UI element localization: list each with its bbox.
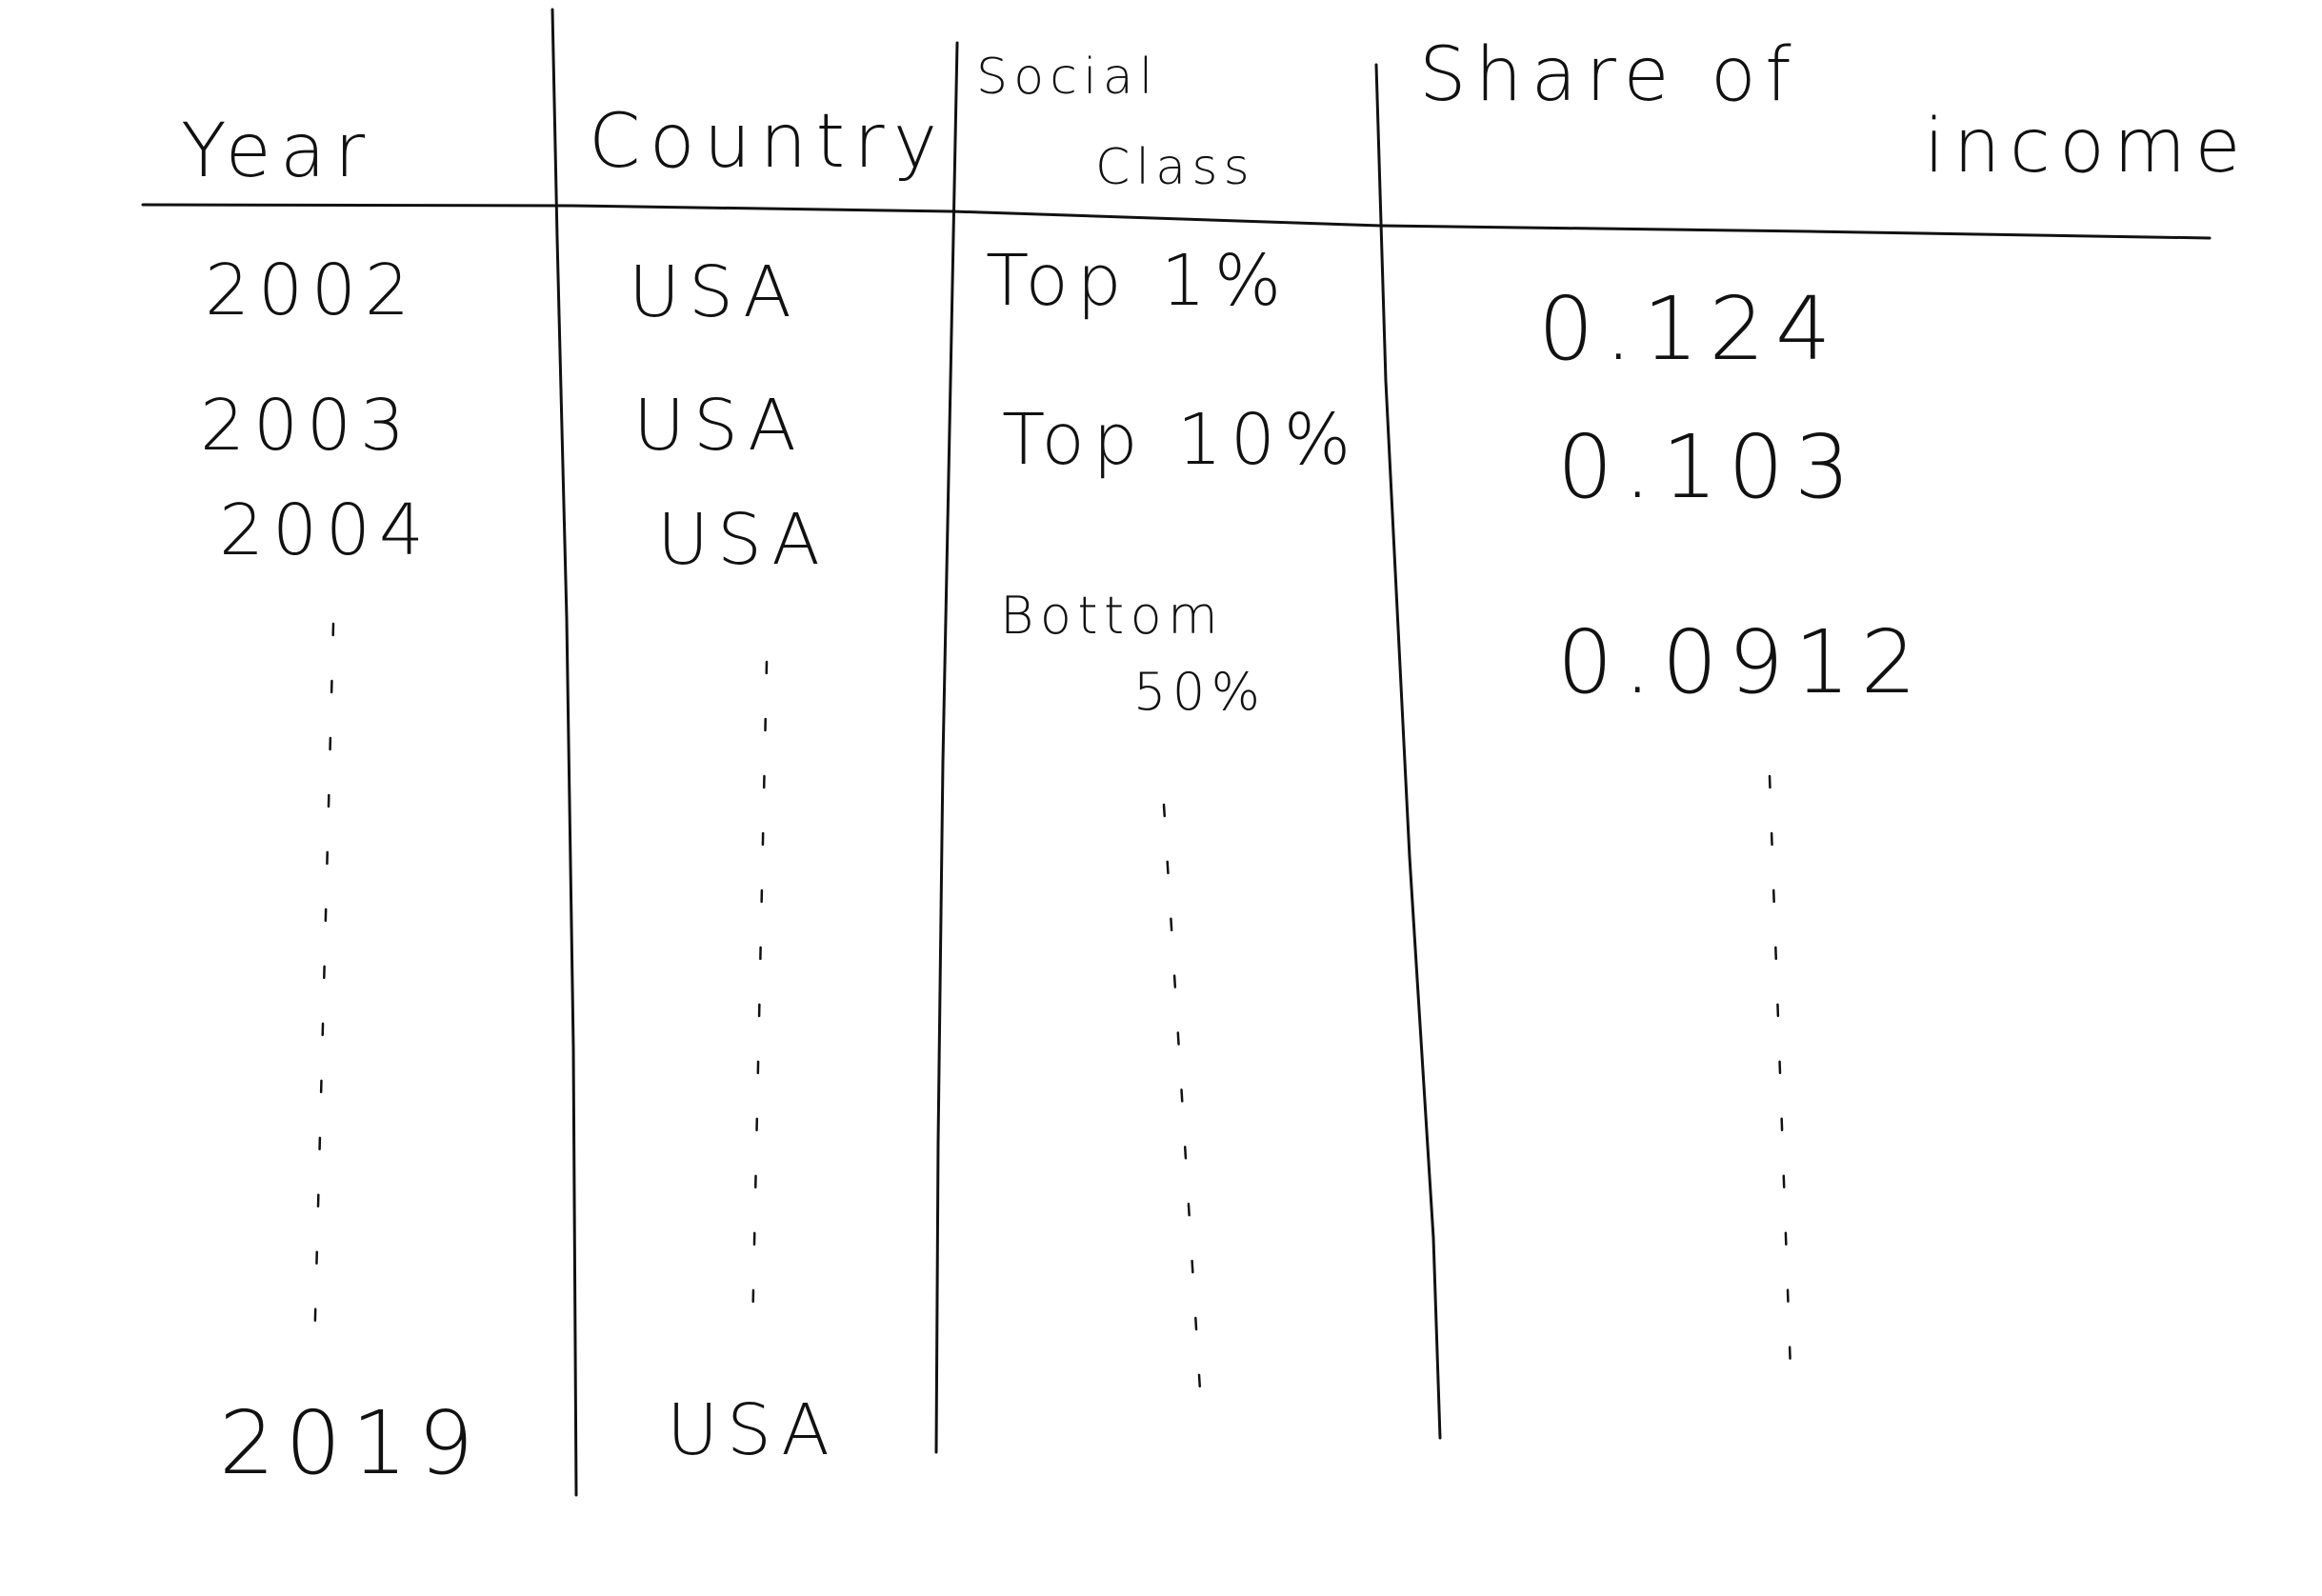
- header-share-line1: Share of: [1419, 32, 1800, 118]
- row-3-social-class-line1: Bottom: [1000, 586, 1225, 646]
- row-2-share: 0.103: [1557, 416, 1861, 518]
- row-1-year: 2002: [205, 249, 418, 331]
- row-1-social-class: Top 1%: [986, 240, 1291, 322]
- row-2-year: 2003: [200, 385, 413, 467]
- row-2-social-class: Top 10%: [1002, 399, 1360, 481]
- row-3-social-class-line2: 50%: [1133, 662, 1267, 722]
- header-country: Country: [589, 99, 947, 185]
- class-ellipsis-marks: [1162, 803, 1202, 1392]
- column-divider-1: [550, 8, 578, 1497]
- row-1-country: USA: [629, 251, 800, 333]
- column-divider-3: [1374, 63, 1442, 1440]
- row-1-share: 0.124: [1538, 278, 1842, 380]
- header-share-line2: income: [1924, 104, 2250, 190]
- row-3-country: USA: [657, 499, 829, 581]
- row-2-country: USA: [633, 385, 805, 467]
- year-ellipsis-marks: [312, 622, 335, 1354]
- country-ellipsis-marks: [751, 660, 769, 1335]
- header-social-class-line2: Class: [1095, 139, 1256, 196]
- row-3-year: 2004: [219, 489, 432, 571]
- share-ellipsis-marks: [1768, 774, 1792, 1373]
- header-year: Year: [181, 109, 374, 194]
- last-row-country: USA: [667, 1389, 838, 1471]
- last-row-year: 2019: [219, 1392, 485, 1494]
- row-3-share: 0.0912: [1557, 611, 1928, 713]
- column-divider-2: [934, 41, 959, 1454]
- header-underline: [141, 203, 2212, 240]
- header-social-class-line1: Social: [976, 49, 1159, 106]
